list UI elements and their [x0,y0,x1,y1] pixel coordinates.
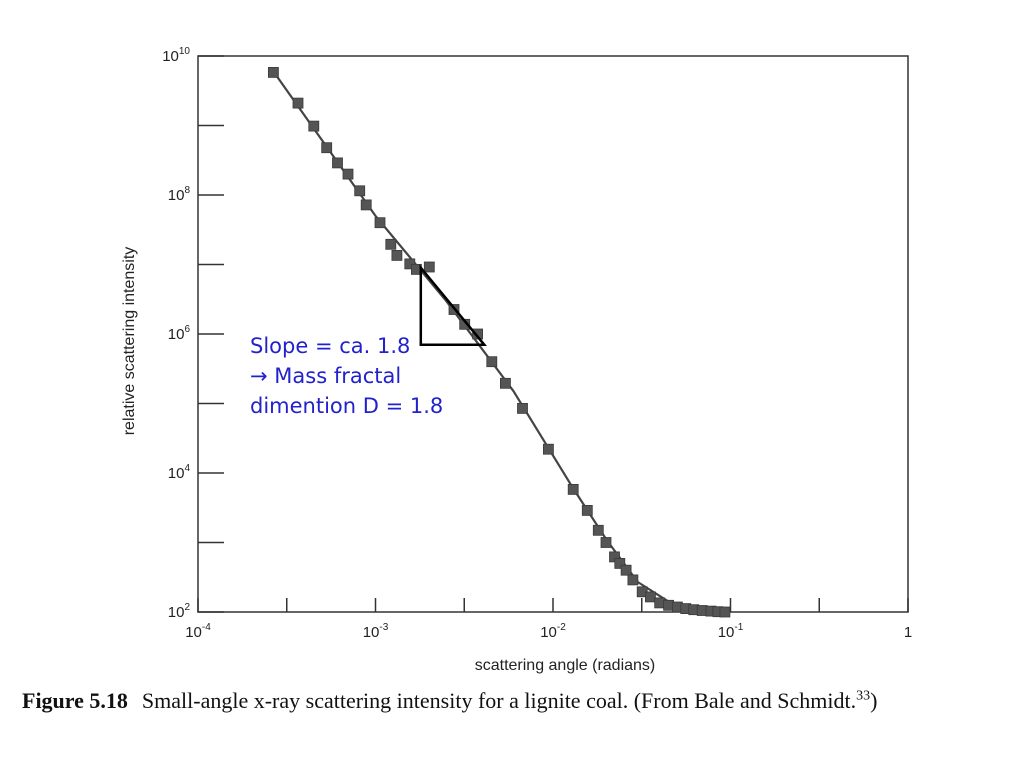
data-point [354,185,366,197]
annotation-line: dimention D = 1.8 [250,394,443,418]
y-tick-label: 106 [168,324,191,343]
data-point [321,142,333,154]
y-tick-label: 102 [168,602,191,621]
x-tick-label: 10-1 [718,622,744,641]
caption-reference: 33 [856,688,871,704]
data-point [391,249,403,261]
caption-tail: ) [870,688,878,713]
data-point [645,591,656,603]
slope-triangle-layer [419,264,487,347]
y-tick-label: 104 [168,463,191,482]
x-tick-label: 10-4 [185,622,211,641]
slope-annotation: Slope = ca. 1.8 → Mass fractal dimention D… [250,334,443,418]
data-point [719,606,731,618]
data-point [486,356,498,368]
data-point [543,443,554,455]
data-point [342,168,354,180]
annotation-line: → Mass fractal [250,364,401,388]
minor-ticks [198,124,820,612]
data-point [620,564,632,576]
data-point [374,217,386,229]
slope-triangle [419,264,487,347]
x-axis-title: scattering angle (radians) [475,657,656,674]
data-point [292,97,304,109]
data-point [332,157,343,169]
figure-caption: Figure 5.18 Small-angle x-ray scattering … [22,686,1002,716]
data-point [627,574,639,586]
y-tick-label: 1010 [162,46,190,65]
annotation-line: Slope = ca. 1.8 [250,334,410,358]
data-point [267,67,279,78]
x-tick-label: 1 [904,624,912,641]
caption-text: Small-angle x-ray scattering intensity f… [141,688,857,713]
figure-label: Figure 5.18 [22,688,128,713]
x-tick-label: 10-2 [540,622,566,641]
y-axis-title: relative scattering intensity [121,247,138,436]
y-axis-ticks: 102 104 106 108 1010 [162,46,224,621]
data-point [308,120,320,132]
data-point [385,238,397,250]
scattering-chart: 10-4 10-3 10-2 10-1 1 102 104 106 108 1010 Slope… [121,46,912,674]
x-axis-ticks: 10-4 10-3 10-2 10-1 1 [185,598,912,641]
data-point [600,537,612,548]
x-tick-label: 10-3 [363,622,389,641]
y-tick-label: 108 [168,185,191,204]
data-point [614,558,626,569]
data-point [499,377,511,389]
data-point [592,524,604,536]
data-point [360,199,372,211]
data-point [404,258,416,270]
data-point [472,328,484,340]
data-point [517,402,528,414]
data-point [423,261,435,273]
data-point [567,483,579,495]
data-points [267,67,731,618]
data-point [581,504,593,516]
